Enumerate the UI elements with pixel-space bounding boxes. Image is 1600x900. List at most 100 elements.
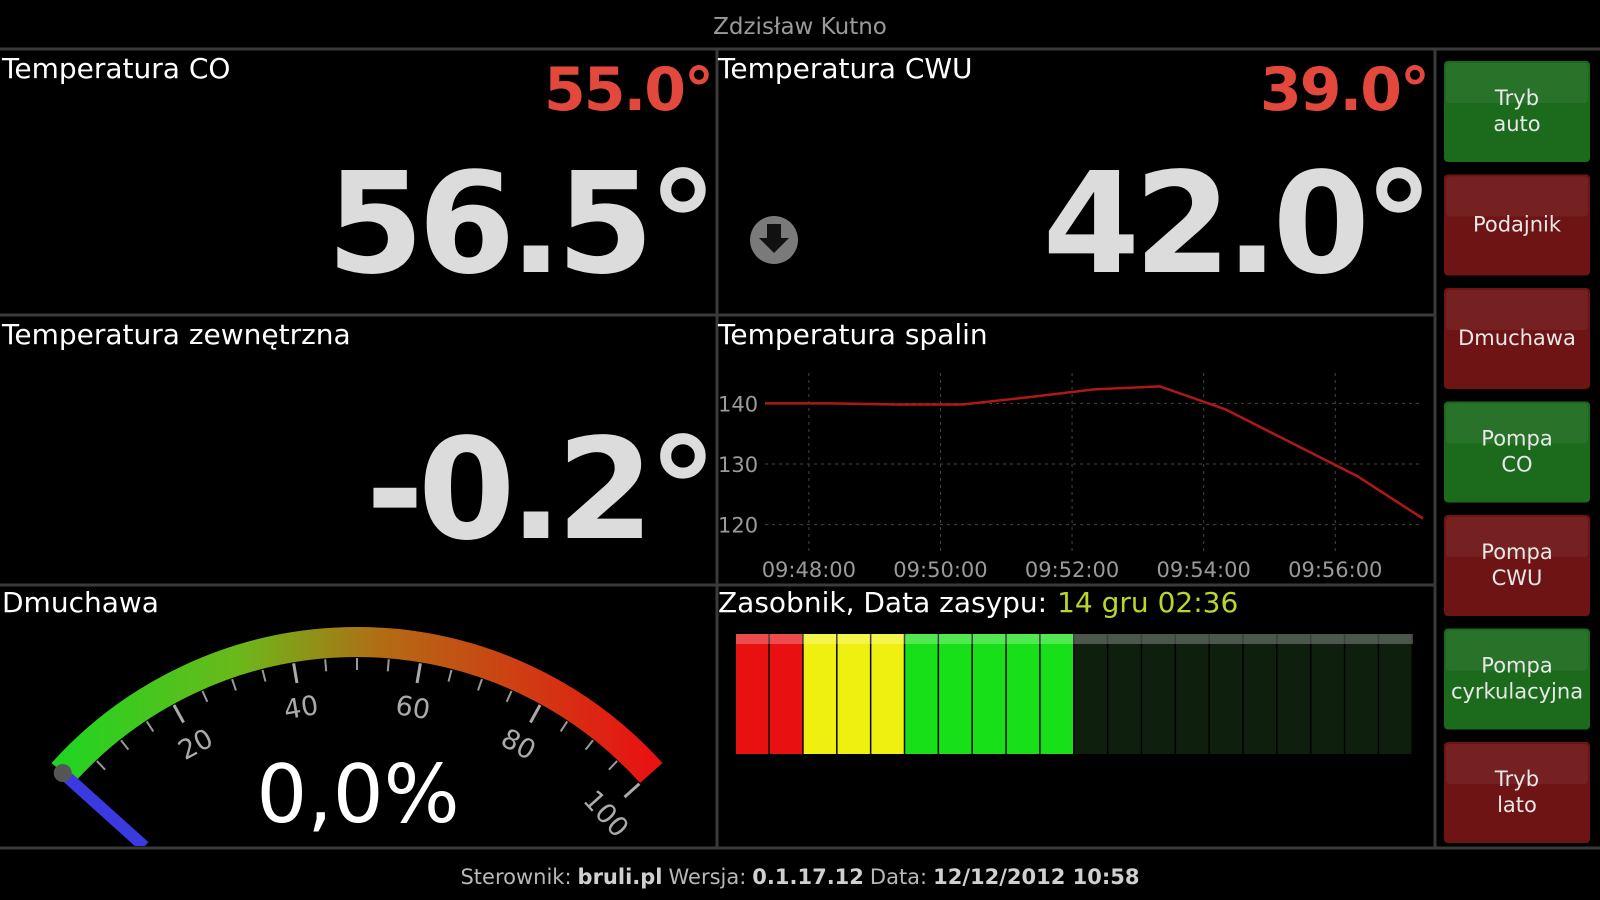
needle-hub xyxy=(53,764,72,783)
level-segment xyxy=(837,634,870,754)
level-segment xyxy=(803,634,837,754)
level-segment xyxy=(1006,634,1040,754)
panel-title: Zasobnik, Data zasypu: 14 gru 02:36 xyxy=(718,586,1238,619)
button-label[interactable]: auto xyxy=(1493,112,1540,136)
level-reflection xyxy=(837,754,870,874)
footer-label: Sterownik: xyxy=(460,865,571,889)
button-column: TrybautoPodajnikDmuchawaPompaCOPompaCWUP… xyxy=(1442,59,1592,845)
minor-tick xyxy=(447,669,453,682)
gloss xyxy=(736,634,1413,644)
button-face[interactable] xyxy=(1442,513,1592,618)
button-label[interactable]: Tryb xyxy=(1494,86,1539,110)
gauge-tick-label: 40 xyxy=(282,690,321,726)
level-segment xyxy=(736,634,769,754)
level-reflection xyxy=(803,754,837,874)
level-segment xyxy=(1243,634,1277,754)
panel-title: Temperatura CO xyxy=(1,52,230,85)
panel-title: Dmuchawa xyxy=(2,586,159,619)
footer-value: 12/12/2012 10:58 xyxy=(933,865,1139,889)
level-reflection xyxy=(1074,754,1107,874)
footer: Sterownik: bruli.pl Wersja: 0.1.17.12 Data: 1… xyxy=(460,865,1139,889)
gauge-tick-label: 60 xyxy=(393,690,432,726)
button-label[interactable]: CO xyxy=(1501,453,1532,477)
level-segment xyxy=(1311,634,1344,754)
button-shine xyxy=(1446,290,1588,330)
footer-label: Wersja: xyxy=(668,865,746,889)
button-shine xyxy=(1446,176,1588,217)
button-face[interactable] xyxy=(1442,286,1592,391)
button-label[interactable]: Pompa xyxy=(1481,654,1552,678)
gauge-tick xyxy=(415,663,422,684)
button-face[interactable] xyxy=(1442,626,1592,732)
reflection xyxy=(736,754,1412,874)
gauge-value: 0,0% xyxy=(256,748,459,841)
panel-title: Temperatura spalin xyxy=(717,318,988,351)
button-shine xyxy=(1446,630,1588,671)
level-reflection xyxy=(1379,754,1412,874)
minor-tick xyxy=(584,739,594,751)
minor-tick xyxy=(120,739,130,751)
x-tick-label: 09:48:00 xyxy=(762,558,856,582)
button-label[interactable]: Pompa xyxy=(1481,427,1552,451)
y-tick-label: 140 xyxy=(718,392,758,416)
y-tick-label: 120 xyxy=(718,514,758,538)
button-label[interactable]: Pompa xyxy=(1481,540,1552,564)
control-button[interactable]: Podajnik xyxy=(1442,172,1592,278)
button-label[interactable]: lato xyxy=(1497,793,1537,817)
minor-tick xyxy=(505,690,513,703)
hopper-title: Zasobnik, Data zasypu: xyxy=(718,586,1047,619)
button-label[interactable]: Dmuchawa xyxy=(1458,326,1576,350)
button-shine xyxy=(1446,63,1588,103)
trend-down-icon xyxy=(750,216,798,264)
level-reflection xyxy=(1142,754,1175,874)
line-series xyxy=(765,385,1424,520)
button-shine xyxy=(1446,403,1588,444)
fuel-level xyxy=(736,634,1413,874)
minor-tick xyxy=(324,659,328,672)
level-segment xyxy=(1277,634,1310,754)
temperature-value: -0.2° xyxy=(366,409,712,572)
button-label[interactable]: Podajnik xyxy=(1473,213,1562,237)
button-label[interactable]: CWU xyxy=(1492,566,1543,590)
level-reflection xyxy=(1345,754,1378,874)
level-reflection xyxy=(1176,754,1209,874)
minor-tick xyxy=(608,760,618,771)
level-segment xyxy=(1142,634,1175,754)
temperature-value: 42.0° xyxy=(1043,143,1428,306)
footer-value: 0.1.17.12 xyxy=(752,865,864,889)
button-face[interactable] xyxy=(1442,740,1592,845)
button-face[interactable] xyxy=(1442,172,1592,278)
control-button[interactable]: Dmuchawa xyxy=(1442,286,1592,391)
gauge-tick xyxy=(529,704,542,724)
x-tick-label: 09:50:00 xyxy=(893,558,987,582)
minor-tick xyxy=(201,690,209,703)
minor-tick xyxy=(261,669,267,682)
level-reflection xyxy=(769,754,803,874)
level-segment xyxy=(939,634,972,754)
line-chart: 120 130 140 09:48:00 09:50:00 09:52:00 09:54:0… xyxy=(718,373,1424,582)
button-face[interactable] xyxy=(1442,59,1592,164)
button-shine xyxy=(1446,744,1588,784)
temperature-value: 56.5° xyxy=(327,143,712,306)
button-label[interactable]: Tryb xyxy=(1494,767,1539,791)
level-reflection xyxy=(736,754,769,874)
panel-title: Temperatura zewnętrzna xyxy=(1,318,351,351)
minor-tick xyxy=(231,678,237,691)
level-segment xyxy=(1176,634,1209,754)
level-segment xyxy=(1040,634,1073,754)
button-face[interactable] xyxy=(1442,399,1592,505)
level-reflection xyxy=(972,754,1006,874)
button-label[interactable]: cyrkulacyjna xyxy=(1451,680,1583,704)
x-tick-label: 09:54:00 xyxy=(1157,558,1251,582)
app-title: Zdzisław Kutno xyxy=(713,14,887,40)
minor-tick xyxy=(145,720,155,733)
gauge-tick xyxy=(292,663,299,684)
gauge-tick xyxy=(172,704,185,724)
